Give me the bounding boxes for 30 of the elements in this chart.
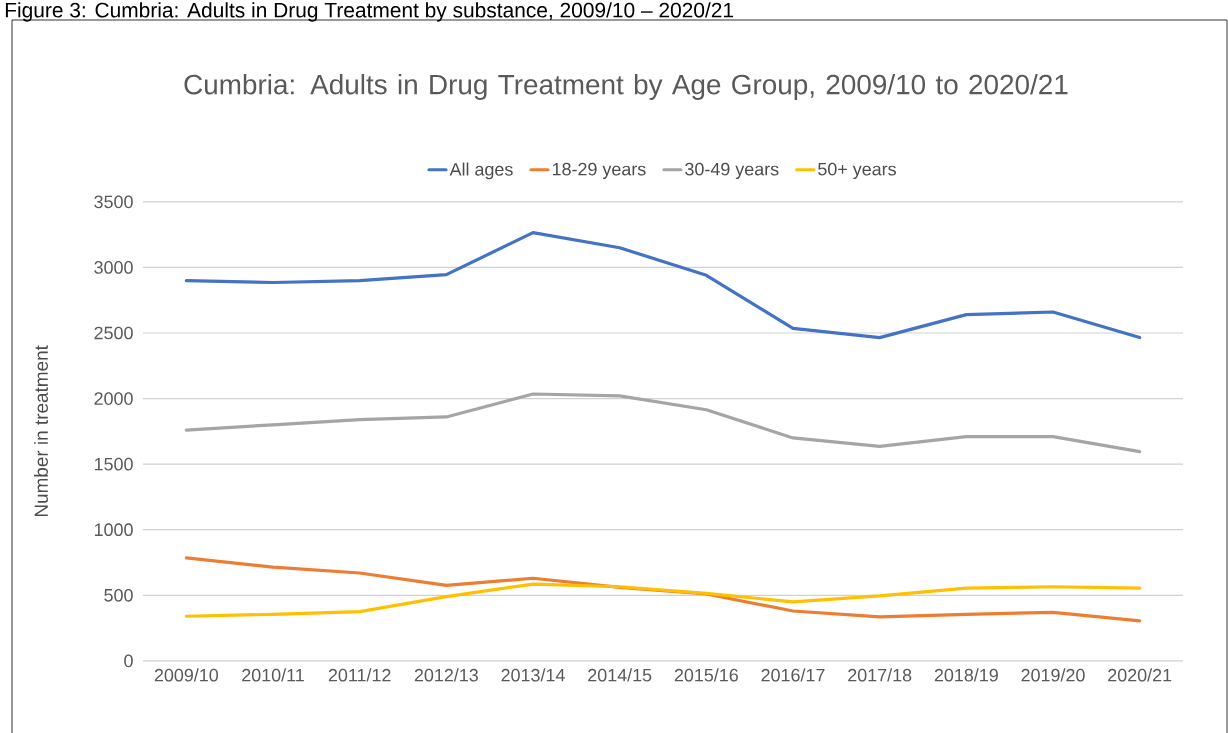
y-axis-title: Number in treatment [34, 345, 48, 517]
y-tick-label: 500 [104, 588, 133, 602]
line-series [184, 392, 1142, 454]
legend-label: All ages [449, 162, 513, 180]
x-tick-label: 2019/20 [1021, 668, 1085, 682]
x-tick-label: 2010/11 [242, 668, 304, 682]
y-tick-label: 0 [124, 654, 133, 668]
x-tick-label: 2020/21 [1108, 668, 1172, 682]
x-tick-label: 2009/10 [154, 668, 219, 682]
x-tick-label: 2015/16 [674, 668, 738, 682]
x-tick-label: 2013/14 [501, 668, 565, 682]
y-tick-label: 2500 [94, 326, 133, 340]
x-tick-label: 2016/17 [761, 668, 825, 682]
y-tick-label: 3000 [94, 261, 133, 274]
chart-title: Cumbria: Adults in Drug Treatment by Age Group, 2009/10 to 2020/21 [184, 74, 1068, 100]
x-tick-label: 2014/15 [588, 668, 652, 682]
line-series [184, 582, 1142, 618]
legend-label: 18-29 years [552, 162, 646, 179]
x-tick-label: 2011/12 [328, 668, 391, 682]
y-tick-label: 3500 [94, 195, 133, 209]
y-tick-label: 1500 [94, 457, 133, 471]
x-tick-label: 2018/19 [934, 668, 998, 682]
y-tick-label: 2000 [94, 392, 133, 405]
line-series [184, 231, 1142, 340]
x-tick-label: 2012/13 [414, 668, 478, 682]
x-tick-label: 2017/18 [848, 668, 912, 682]
y-tick-label: 1000 [94, 523, 133, 537]
legend-label: 50+ years [818, 162, 896, 179]
caption: Figure 3: Cumbria: Adults in Drug Treatment by substance, 2009/10 – 2020/21 [5, 2, 734, 22]
legend-label: 30-49 years [685, 162, 779, 179]
